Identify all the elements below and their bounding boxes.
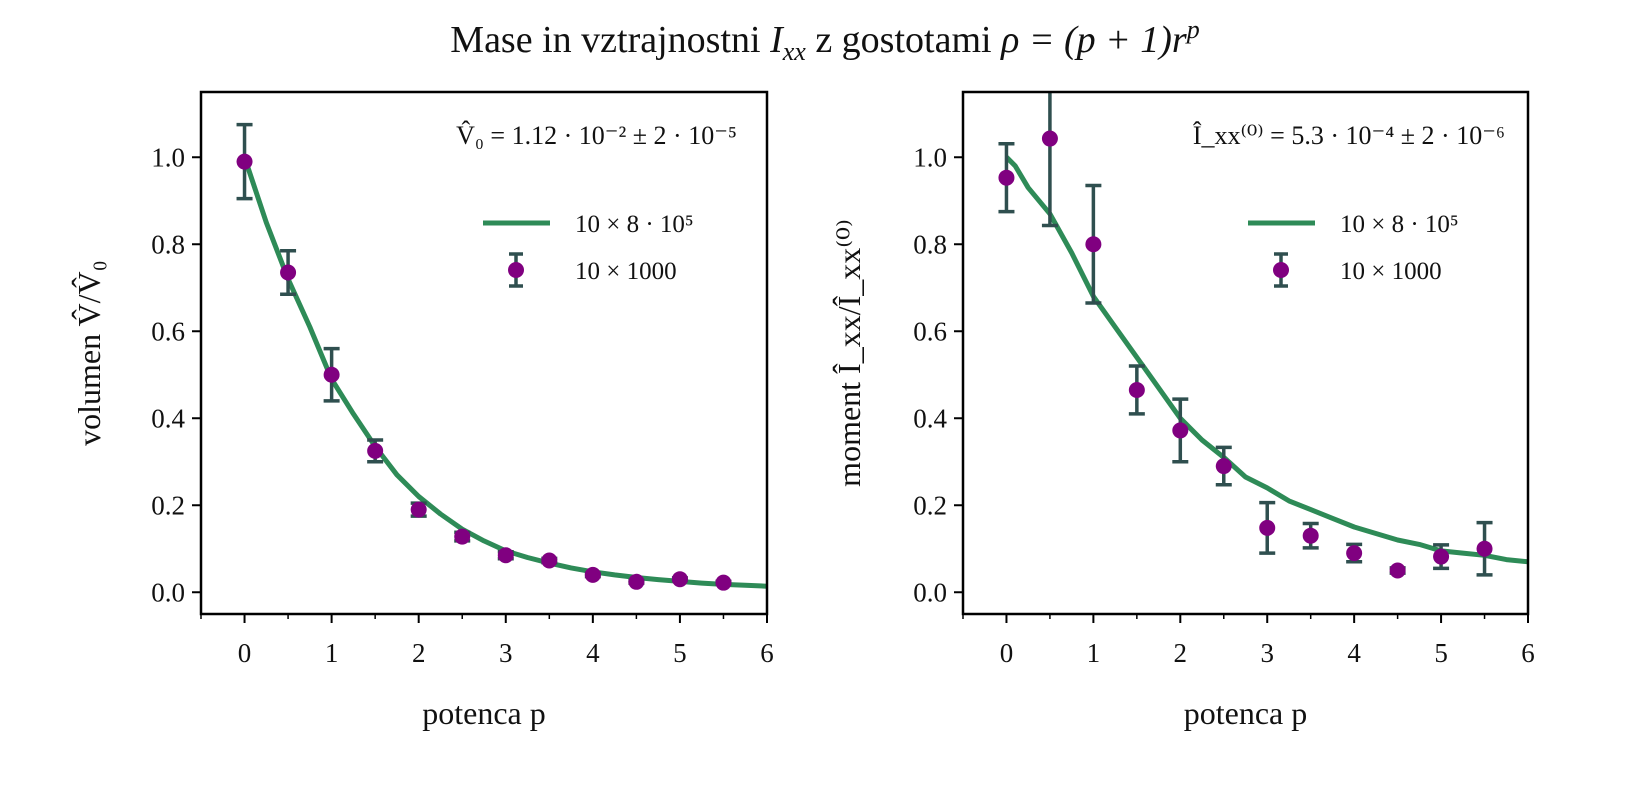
data-marker: [1041, 130, 1058, 147]
x-tick-label: 0: [1000, 638, 1014, 668]
y-tick-label: 0.4: [151, 403, 185, 433]
legend-marker-swatch: [508, 262, 524, 278]
plot-area: [236, 122, 767, 591]
y-tick-label: 0.8: [913, 229, 947, 259]
figure-title: Mase in vztrajnostni Ixx z gostotami ρ =…: [450, 15, 1199, 66]
legend-label-errorbar: 10 × 1000: [1340, 258, 1442, 285]
data-marker: [1433, 548, 1450, 565]
x-tick-label: 3: [499, 638, 513, 668]
errorbar-point: [1389, 562, 1406, 579]
data-marker: [1085, 236, 1102, 253]
legend-marker-swatch: [1273, 262, 1289, 278]
x-tick-label: 5: [1434, 638, 1448, 668]
errorbar-point: [1085, 183, 1102, 305]
data-marker: [323, 366, 340, 383]
errorbar-point: [1215, 445, 1232, 487]
legend: 10 × 8 · 10⁵ 10 × 1000: [483, 211, 694, 288]
annotation-reference-value: V̂₀ = 1.12 · 10⁻² ± 2 · 10⁻⁵: [456, 121, 737, 150]
data-marker: [410, 501, 427, 518]
x-tick-label: 5: [673, 638, 687, 668]
data-marker: [998, 169, 1015, 186]
errorbar-point: [998, 142, 1015, 214]
errorbar-point: [1128, 364, 1145, 416]
legend: 10 × 8 · 10⁵ 10 × 1000: [1248, 211, 1459, 288]
data-marker: [1128, 381, 1145, 398]
errorbar-point: [1172, 397, 1189, 464]
right-panel-moment: 0 1 2 3 4 5 6 0.0 0.2 0.4 0.6 0.8 1.0 potenca p moment…: [831, 90, 1535, 731]
data-marker: [1259, 519, 1276, 536]
x-tick-label: 4: [1347, 638, 1361, 668]
x-tick-label: 3: [1260, 638, 1274, 668]
data-marker: [1215, 458, 1232, 475]
x-tick-label: 1: [1087, 638, 1101, 668]
errorbar-point: [280, 249, 297, 297]
x-axis-label: potenca p: [422, 695, 546, 731]
errorbar-point: [497, 547, 514, 564]
errorbar-point: [584, 566, 601, 583]
y-tick-label: 0.0: [151, 577, 185, 607]
legend-label-errorbar: 10 × 1000: [575, 258, 677, 285]
y-axis-label: moment Î_xx/Î_xx⁽⁰⁾: [831, 219, 867, 487]
x-tick-label: 2: [412, 638, 426, 668]
errorbar-point: [1302, 521, 1319, 550]
axes-frame: [199, 90, 769, 616]
errorbar-point: [628, 573, 645, 590]
data-marker: [715, 574, 732, 591]
errorbar-point: [1259, 500, 1276, 555]
errorbar-point: [1346, 542, 1363, 564]
errorbar-point: [410, 501, 427, 518]
errorbar-point: [1041, 92, 1058, 228]
data-marker: [541, 552, 558, 569]
x-tick-label: 4: [586, 638, 600, 668]
errorbar-point: [236, 122, 253, 201]
x-tick-label: 6: [760, 638, 774, 668]
errorbar-point: [541, 552, 558, 569]
left-panel-volume: 0 1 2 3 4 5 6 0.0 0.2 0.4 0.6 0.8 1.0 potenca p volume…: [71, 90, 774, 731]
annotation-reference-value: Î_xx⁽⁰⁾ = 5.3 · 10⁻⁴ ± 2 · 10⁻⁶: [1193, 121, 1505, 150]
data-marker: [236, 153, 253, 170]
y-tick-label: 0.2: [913, 490, 947, 520]
x-axis-label: potenca p: [1184, 695, 1308, 731]
y-tick-label: 0.6: [913, 316, 947, 346]
errorbar-point: [454, 528, 471, 545]
errorbar-point: [1476, 520, 1493, 577]
axes-frame: [961, 90, 1530, 616]
y-tick-label: 0.8: [151, 229, 185, 259]
data-marker: [671, 571, 688, 588]
y-tick-label: 1.0: [913, 142, 947, 172]
data-marker: [367, 442, 384, 459]
y-axis-label: volumen V̂/V̂₀: [71, 260, 107, 446]
data-marker: [454, 528, 471, 545]
plot-area: [998, 92, 1528, 579]
data-marker: [280, 264, 297, 281]
errorbar-point: [323, 346, 340, 403]
data-marker: [584, 566, 601, 583]
legend-label-line: 10 × 8 · 10⁵: [575, 211, 694, 238]
y-tick-label: 0.2: [151, 490, 185, 520]
x-tick-label: 1: [325, 638, 339, 668]
x-tick-label: 2: [1174, 638, 1188, 668]
x-tick-label: 6: [1521, 638, 1535, 668]
data-marker: [1172, 422, 1189, 439]
errorbar-point: [1433, 543, 1450, 571]
errorbar-point: [367, 438, 384, 464]
data-marker: [497, 547, 514, 564]
data-marker: [1346, 545, 1363, 562]
data-marker: [628, 573, 645, 590]
y-tick-label: 1.0: [151, 142, 185, 172]
y-tick-label: 0.4: [913, 403, 947, 433]
data-marker: [1476, 540, 1493, 557]
data-marker: [1302, 527, 1319, 544]
x-tick-label: 0: [238, 638, 252, 668]
y-tick-label: 0.6: [151, 316, 185, 346]
data-marker: [1389, 562, 1406, 579]
legend-label-line: 10 × 8 · 10⁵: [1340, 211, 1459, 238]
errorbar-point: [671, 571, 688, 588]
errorbar-point: [715, 574, 732, 591]
y-tick-label: 0.0: [913, 577, 947, 607]
